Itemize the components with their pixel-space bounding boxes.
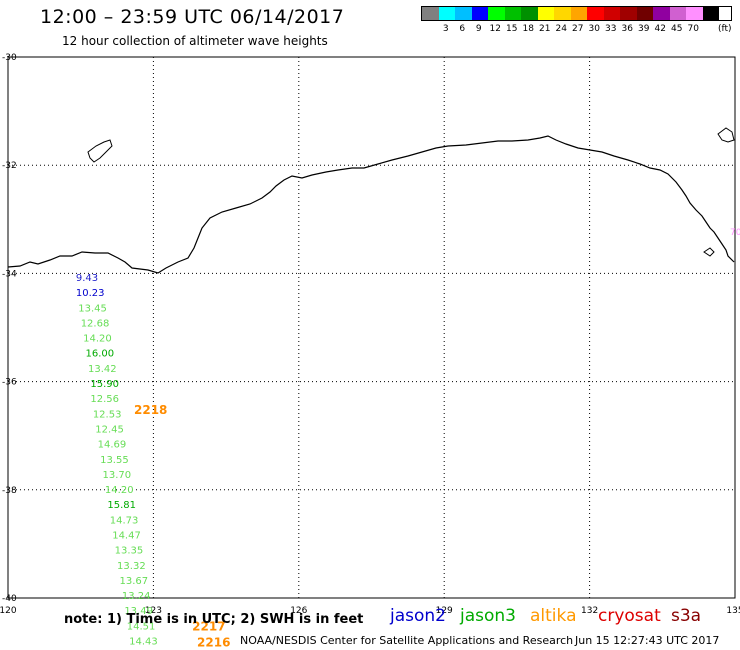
lon-tick-label: 126 bbox=[290, 606, 307, 616]
legend-swatch bbox=[422, 7, 439, 20]
legend-labels: 3 6 9 12 15 18 21 24 27 30 33 36 39 42 45 70 (ft) bbox=[421, 24, 732, 34]
pass-time-label: 2218 bbox=[134, 403, 167, 417]
wave-height-label: 13.42 bbox=[88, 364, 117, 375]
footer-timestamp: Jun 15 12:27:43 UTC 2017 bbox=[575, 634, 720, 647]
wave-height-label: 13.70 bbox=[103, 470, 132, 481]
wave-height-label: 12.53 bbox=[93, 409, 122, 420]
footer-credit: NOAA/NESDIS Center for Satellite Applica… bbox=[240, 634, 574, 647]
wave-height-label: 14.69 bbox=[98, 440, 127, 451]
wave-height-label: 14.20 bbox=[105, 485, 134, 496]
legend-label: 70 bbox=[687, 24, 699, 34]
legend-swatch bbox=[603, 7, 620, 20]
wave-height-label: 9.43 bbox=[76, 273, 98, 284]
map-subtitle: 12 hour collection of altimeter wave hei… bbox=[62, 34, 328, 48]
legend-swatches bbox=[421, 6, 732, 21]
legend-swatch bbox=[636, 7, 653, 20]
wave-height-label: 13.45 bbox=[78, 303, 107, 314]
wave-height-label: 15.81 bbox=[107, 500, 136, 511]
legend-label: 12 bbox=[489, 24, 501, 34]
legend-swatch bbox=[521, 7, 538, 20]
lon-tick-label: 135 bbox=[726, 606, 740, 616]
lat-tick-label: -38 bbox=[2, 486, 17, 496]
footer-note: note: 1) Time is in UTC; 2) SWH is in fe… bbox=[64, 612, 364, 627]
wave-height-label: 12.56 bbox=[90, 394, 119, 405]
legend-label: 6 bbox=[459, 24, 466, 34]
island-outline bbox=[717, 127, 735, 143]
wave-height-label: 14.43 bbox=[129, 637, 158, 648]
satellite-cryosat: cryosat bbox=[598, 606, 661, 626]
legend-swatch bbox=[471, 7, 488, 20]
legend-label: 36 bbox=[621, 24, 633, 34]
lat-tick-label: -36 bbox=[2, 378, 17, 388]
wave-height-label: 12.45 bbox=[95, 424, 124, 435]
legend-label: 45 bbox=[671, 24, 683, 34]
legend-swatch bbox=[488, 7, 505, 20]
edge-value-label: 70 bbox=[730, 228, 740, 238]
lat-tick-label: -34 bbox=[2, 269, 17, 279]
island-outline bbox=[87, 139, 113, 163]
wave-height-label: 12.68 bbox=[81, 318, 110, 329]
legend-label: 15 bbox=[506, 24, 518, 34]
pass-time-label: 2216 bbox=[197, 636, 230, 650]
legend-swatch bbox=[554, 7, 571, 20]
pass-time-label: 2217 bbox=[192, 619, 225, 633]
wave-height-label: 14.73 bbox=[110, 515, 139, 526]
wave-height-label: 14.20 bbox=[83, 334, 112, 345]
legend-swatch bbox=[438, 7, 455, 20]
legend-label: 33 bbox=[605, 24, 617, 34]
legend-swatch bbox=[570, 7, 587, 20]
map-title: 12:00 – 23:59 UTC 06/14/2017 bbox=[40, 6, 345, 28]
lon-tick-label: 123 bbox=[145, 606, 162, 616]
map-frame bbox=[7, 56, 736, 599]
legend-label: 9 bbox=[475, 24, 482, 34]
lat-tick-label: -32 bbox=[2, 161, 17, 171]
coastline bbox=[7, 135, 735, 274]
wave-height-label: 14.51 bbox=[127, 621, 156, 632]
wave-height-label: 13.49 bbox=[124, 606, 153, 617]
wave-height-label: 16.00 bbox=[86, 349, 115, 360]
wave-height-label: 14.47 bbox=[112, 530, 141, 541]
lon-tick-label: 129 bbox=[436, 606, 453, 616]
legend-swatch bbox=[686, 7, 703, 20]
legend-label: 42 bbox=[654, 24, 666, 34]
island-outline bbox=[703, 247, 715, 257]
legend-swatch bbox=[669, 7, 686, 20]
legend-swatch bbox=[504, 7, 521, 20]
legend-swatch bbox=[702, 7, 719, 20]
legend-swatch bbox=[455, 7, 472, 20]
wave-height-label: 13.24 bbox=[122, 591, 151, 602]
wave-height-legend: 3 6 9 12 15 18 21 24 27 30 33 36 39 42 45 70 (ft) bbox=[421, 6, 732, 34]
legend-swatch bbox=[537, 7, 554, 20]
wave-height-label: 13.55 bbox=[100, 455, 129, 466]
legend-label: 30 bbox=[588, 24, 600, 34]
legend-swatch bbox=[620, 7, 637, 20]
lon-tick-label: 120 bbox=[0, 606, 17, 616]
legend-label: 21 bbox=[539, 24, 551, 34]
legend-label: 3 bbox=[442, 24, 449, 34]
wave-height-label: 10.23 bbox=[76, 288, 105, 299]
legend-swatch bbox=[587, 7, 604, 20]
satellite-jason3: jason3 bbox=[460, 606, 516, 626]
legend-unit: (ft) bbox=[718, 24, 732, 34]
satellite-altika: altika bbox=[530, 606, 577, 626]
legend-swatch bbox=[653, 7, 670, 20]
legend-label: 39 bbox=[638, 24, 650, 34]
satellite-s3a: s3a bbox=[671, 606, 702, 626]
legend-label: 24 bbox=[555, 24, 567, 34]
wave-height-label: 13.67 bbox=[119, 576, 148, 587]
wave-height-label: 15.90 bbox=[90, 379, 119, 390]
legend-label: 27 bbox=[572, 24, 584, 34]
lon-tick-label: 132 bbox=[581, 606, 598, 616]
lat-tick-label: -30 bbox=[2, 53, 17, 63]
satellite-jason2: jason2 bbox=[390, 606, 446, 626]
lat-tick-label: -40 bbox=[2, 594, 17, 604]
wave-height-label: 13.35 bbox=[115, 546, 144, 557]
legend-label: 18 bbox=[522, 24, 534, 34]
wave-height-label: 13.32 bbox=[117, 561, 146, 572]
